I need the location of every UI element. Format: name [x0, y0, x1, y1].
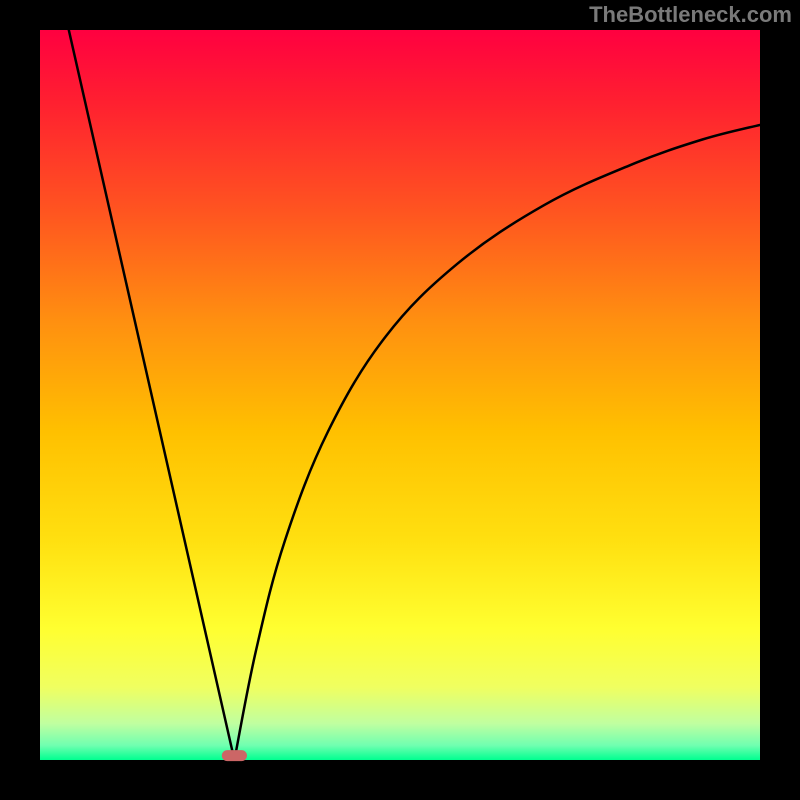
- watermark-text: TheBottleneck.com: [589, 2, 792, 28]
- optimal-marker: [222, 750, 247, 761]
- bottleneck-chart: [0, 0, 800, 800]
- gradient-background: [40, 30, 760, 760]
